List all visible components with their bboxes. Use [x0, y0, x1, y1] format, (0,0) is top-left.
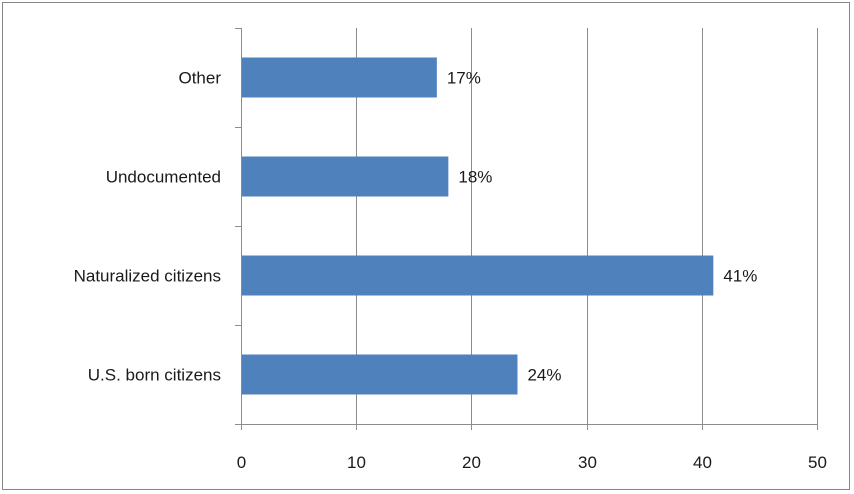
- data-label: 41%: [723, 267, 757, 286]
- data-label: 18%: [458, 168, 492, 187]
- category-label: Undocumented: [106, 168, 221, 187]
- data-label: 17%: [447, 69, 481, 88]
- data-label: 24%: [527, 366, 561, 385]
- x-tick-label: 40: [693, 453, 712, 472]
- bar-undocumented: [242, 156, 449, 197]
- bar-u-s-born-citizens: [242, 354, 518, 395]
- category-label: U.S. born citizens: [88, 366, 221, 385]
- x-tick-label: 30: [578, 453, 597, 472]
- category-label: Naturalized citizens: [74, 267, 221, 286]
- x-tick-label: 0: [237, 453, 246, 472]
- bars: [242, 57, 714, 395]
- axes: [235, 28, 818, 430]
- category-label: Other: [178, 69, 221, 88]
- x-tick-label: 20: [462, 453, 481, 472]
- x-tick-label: 10: [347, 453, 366, 472]
- labels: 0 10 20 30 40 50 U.S. born citizens 24% Naturali…: [74, 69, 827, 473]
- x-tick-label: 50: [808, 453, 827, 472]
- bar-naturalized-citizens: [242, 255, 714, 296]
- bar-other: [242, 57, 437, 98]
